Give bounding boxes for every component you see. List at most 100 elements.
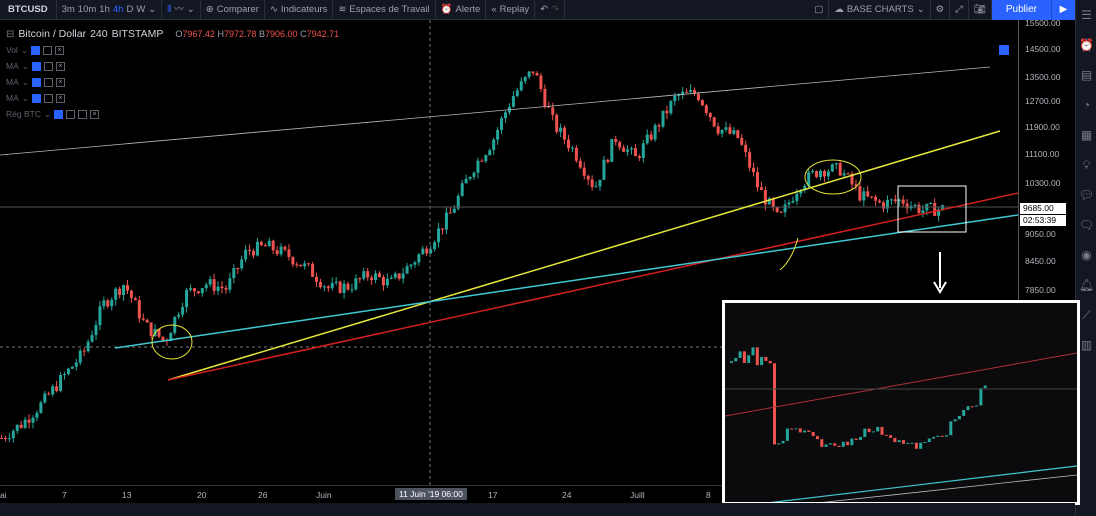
inset-candle [798, 428, 802, 433]
data-window-icon[interactable]: ▤ [1080, 68, 1093, 82]
eye-icon[interactable] [54, 109, 64, 119]
chat-icon[interactable]: 🗨︎ [1078, 218, 1095, 232]
candle [295, 264, 299, 266]
interval-w[interactable]: W [136, 3, 146, 15]
indicator-name[interactable]: MA [6, 77, 19, 87]
chevron-down-icon[interactable]: ⌄ [21, 92, 29, 103]
alarm-clock-icon: ⏰ [440, 3, 453, 15]
chevron-down-icon[interactable]: ⌄ [20, 44, 28, 55]
ideas-icon[interactable]: 💡︎ [1082, 157, 1091, 172]
chevron-down-icon[interactable]: ⌄ [21, 76, 29, 87]
eye-icon[interactable] [31, 93, 41, 103]
candle [200, 288, 204, 294]
inset-candle [983, 385, 987, 389]
compare-button[interactable]: ⊕ Comparer [201, 0, 265, 20]
alert-button[interactable]: ⏰ Alerte [436, 0, 487, 20]
indicator-name[interactable]: MA [6, 93, 19, 103]
interval-3m[interactable]: 3m [61, 3, 75, 15]
chevron-down-icon[interactable]: ⌄ [43, 108, 52, 119]
settings-button[interactable]: ⚙ [931, 0, 951, 20]
candle [66, 368, 70, 375]
layout-button[interactable]: ▢ [809, 0, 830, 20]
close-icon[interactable]: × [90, 109, 100, 119]
gear-icon[interactable] [66, 109, 76, 119]
indicator-name[interactable]: MA [6, 61, 19, 71]
candle [937, 209, 941, 216]
inset-candle [807, 430, 811, 432]
gear-icon[interactable] [43, 61, 53, 71]
chart-type-button[interactable]: ⫴ 〰 ⌄ [162, 0, 201, 20]
annotation-stroke [779, 237, 799, 271]
eye-icon[interactable] [31, 61, 41, 71]
candle [689, 90, 693, 93]
source-icon[interactable] [78, 109, 88, 119]
chevron-down-icon[interactable]: ⌄ [21, 60, 29, 71]
chats-icon[interactable]: 💬︎ [1078, 188, 1095, 202]
eye-icon[interactable] [31, 77, 41, 87]
inset-chart [725, 347, 1077, 502]
inset-candle [859, 436, 862, 440]
hotlist-icon[interactable]: ◔ [1082, 98, 1091, 112]
interval-1h[interactable]: 1h [99, 3, 110, 15]
indicator-name[interactable]: Rég BTC [6, 109, 41, 119]
redo-icon[interactable]: ↷ [551, 3, 560, 15]
close-icon[interactable]: × [55, 61, 65, 71]
watchlist-icon[interactable]: ☰ [1081, 8, 1092, 22]
candle [547, 106, 551, 108]
time-axis[interactable]: ai 7 13 20 26 Juin 17 24 Juill 8 11 Juin '19 06:00 [0, 485, 1018, 503]
candle [874, 196, 878, 201]
workspaces-button[interactable]: ≋ Espaces de Travail [333, 0, 436, 20]
indicator-row: Vol ⌄ × [6, 42, 339, 58]
close-icon[interactable]: × [55, 77, 65, 87]
eye-icon[interactable] [30, 45, 40, 55]
calendar-icon[interactable]: ▦ [1080, 128, 1093, 142]
candle [334, 281, 338, 283]
candle [3, 438, 7, 440]
time-tick: Juill [630, 490, 645, 500]
dom-icon[interactable]: ▥ [1080, 338, 1093, 352]
symbol-title[interactable]: Bitcoin / Dollar [18, 28, 87, 40]
candle [82, 350, 86, 352]
candle [448, 212, 452, 214]
price-axis[interactable]: 15500.00 14500.00 13500.00 12700.00 11900.00… [1018, 18, 1075, 485]
close-icon[interactable]: × [55, 93, 65, 103]
candle [610, 139, 614, 162]
candle [484, 155, 488, 162]
indicators-button[interactable]: ∿ Indicateurs [265, 0, 334, 20]
gear-icon[interactable] [42, 45, 52, 55]
close-icon[interactable]: × [54, 45, 64, 55]
replay-button[interactable]: «Replay [486, 0, 536, 20]
collapse-icon[interactable]: ⊟ [6, 28, 15, 40]
interval-10m[interactable]: 10m [77, 3, 97, 15]
publish-button[interactable]: Publier [991, 0, 1051, 20]
fullscreen-button[interactable]: ⤢ [950, 0, 969, 20]
layout-name-button[interactable]: ☁ BASE CHARTS ⌄ [829, 0, 931, 20]
alarm-clock-icon[interactable]: ⏰ [1079, 38, 1094, 52]
candle [263, 245, 267, 247]
candle [657, 125, 661, 127]
candle [464, 178, 468, 184]
gear-icon[interactable] [43, 77, 53, 87]
undo-icon[interactable]: ↶ [540, 3, 549, 15]
notifications-icon[interactable]: 🔔︎ [1078, 278, 1095, 292]
streams-icon[interactable]: ◉ [1081, 248, 1092, 262]
play-icon[interactable]: ▶ [1051, 0, 1075, 20]
candle [728, 127, 732, 134]
rewind-icon: « [491, 3, 497, 15]
inset-candle [730, 361, 733, 363]
time-tick: 7 [62, 490, 67, 500]
candle [921, 210, 925, 214]
order-panel-icon[interactable]: ⟋ [1082, 307, 1091, 322]
interval-4h[interactable]: 4h [112, 3, 124, 15]
chevron-down-icon[interactable]: ⌄ [148, 3, 157, 15]
indicator-name[interactable]: Vol [6, 45, 18, 55]
price-tick: 8450.00 [1025, 256, 1056, 267]
symbol-search[interactable]: BTCUSD [0, 0, 57, 20]
candle [236, 268, 240, 270]
interval-d[interactable]: D [126, 3, 134, 15]
candle [192, 288, 196, 292]
gear-icon[interactable] [43, 93, 53, 103]
snapshot-button[interactable]: 📷︎ [969, 0, 992, 20]
candle [287, 249, 291, 258]
candle [70, 366, 74, 369]
